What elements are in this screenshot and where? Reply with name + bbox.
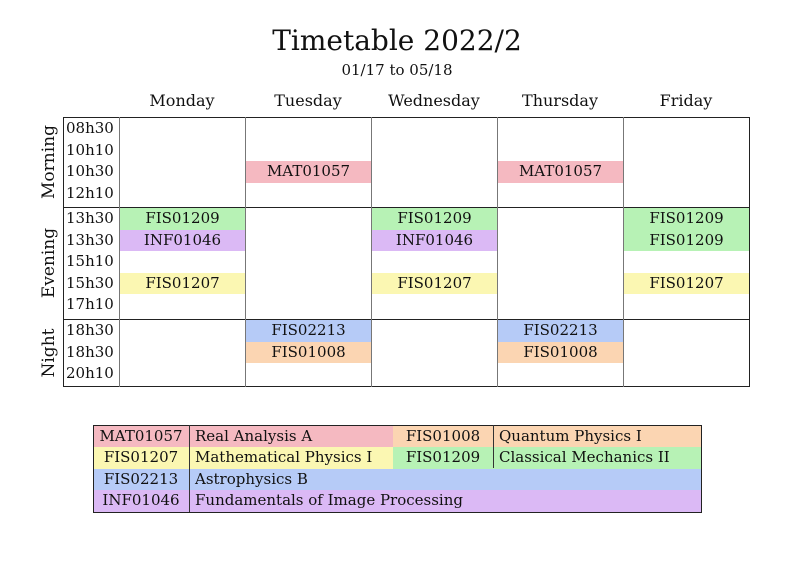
- class-block: FIS01207: [372, 272, 497, 294]
- legend-bg: [93, 468, 701, 490]
- column-divider: [497, 117, 498, 387]
- legend-name: Classical Mechanics II: [499, 448, 670, 466]
- legend-divider: [189, 425, 190, 512]
- legend-bg: [393, 447, 701, 469]
- class-block: FIS01008: [498, 341, 623, 363]
- legend-name: Mathematical Physics I: [195, 448, 373, 466]
- legend-code: FIS02213: [103, 469, 179, 488]
- time-label: 18h30: [66, 321, 114, 339]
- legend-bg: [393, 425, 701, 447]
- column-divider: [623, 117, 624, 387]
- legend-code: INF01046: [102, 491, 180, 509]
- day-header: Tuesday: [274, 91, 342, 110]
- legend-code: MAT01057: [99, 426, 183, 445]
- row-divider: [63, 386, 749, 387]
- time-label: 15h30: [66, 273, 114, 292]
- day-header: Monday: [149, 91, 215, 110]
- legend-name: Astrophysics B: [195, 469, 308, 488]
- legend-bg: [93, 447, 393, 469]
- class-block: FIS01209: [372, 208, 497, 230]
- legend-code: FIS01209: [405, 448, 481, 466]
- time-label: 20h10: [66, 364, 114, 382]
- day-header: Wednesday: [388, 91, 480, 110]
- legend-name: Real Analysis A: [195, 426, 313, 445]
- legend-border-bottom: [93, 512, 701, 513]
- page-title: Timetable 2022/2: [272, 24, 522, 57]
- legend-code: FIS01207: [103, 448, 179, 466]
- legend-border-right: [701, 425, 702, 513]
- time-label: 08h30: [66, 119, 114, 137]
- column-divider: [371, 117, 372, 387]
- class-block: FIS01209: [624, 229, 749, 251]
- class-block: FIS02213: [246, 320, 371, 342]
- class-block: MAT01057: [246, 161, 371, 183]
- time-label: 17h10: [66, 295, 114, 313]
- section-label: Night: [39, 328, 59, 377]
- time-label: 13h30: [66, 209, 114, 227]
- class-block: FIS01008: [246, 341, 371, 363]
- class-block: MAT01057: [498, 161, 623, 183]
- legend-border-left: [93, 425, 94, 513]
- legend-bg: [93, 425, 393, 447]
- time-label: 13h30: [66, 230, 114, 249]
- day-header: Friday: [659, 91, 713, 110]
- class-block: FIS01209: [120, 208, 245, 230]
- legend-border-top: [93, 425, 701, 426]
- time-label: 10h30: [66, 162, 114, 180]
- column-divider: [749, 117, 750, 387]
- class-block: FIS02213: [498, 320, 623, 342]
- class-block: FIS01207: [624, 272, 749, 294]
- column-divider: [119, 117, 120, 387]
- time-label: 12h10: [66, 183, 114, 202]
- legend-bg: [93, 490, 701, 512]
- column-divider: [63, 117, 64, 387]
- row-divider: [63, 117, 749, 118]
- class-block: INF01046: [372, 229, 497, 251]
- legend-divider: [493, 425, 494, 468]
- row-divider: [63, 207, 749, 208]
- time-label: 18h30: [66, 342, 114, 361]
- column-divider: [245, 117, 246, 387]
- date-range: 01/17 to 05/18: [341, 61, 453, 79]
- class-block: INF01046: [120, 229, 245, 251]
- legend-code: FIS01008: [405, 426, 481, 445]
- class-block: FIS01207: [120, 272, 245, 294]
- time-label: 15h10: [66, 252, 114, 270]
- row-divider: [63, 319, 749, 320]
- class-block: FIS01209: [624, 208, 749, 230]
- time-label: 10h10: [66, 140, 114, 159]
- legend-name: Fundamentals of Image Processing: [195, 491, 463, 509]
- legend-name: Quantum Physics I: [499, 426, 642, 445]
- day-header: Thursday: [522, 91, 598, 110]
